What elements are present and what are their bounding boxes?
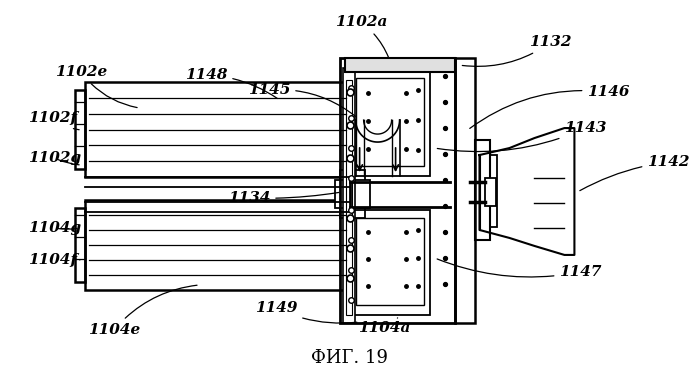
Text: 1148: 1148 [185,68,277,98]
Bar [349,210,430,315]
Text: 1145: 1145 [248,83,356,116]
Text: 1146: 1146 [470,85,630,128]
Bar [346,80,351,315]
Bar [335,180,370,208]
Text: 1134: 1134 [228,191,339,205]
Bar [349,68,430,176]
Bar [343,68,355,323]
Bar [356,78,424,166]
Bar [475,140,489,240]
Bar [489,155,498,227]
Text: 1102g: 1102g [28,151,81,165]
Text: 1102a: 1102a [335,15,388,57]
Text: 1142: 1142 [580,155,690,191]
Text: 1147: 1147 [437,259,602,279]
Text: 1104g: 1104g [28,221,81,235]
Text: 1104f: 1104f [28,253,80,267]
Text: 1104a: 1104a [358,318,410,335]
Text: ФИГ. 19: ФИГ. 19 [311,349,388,367]
Bar [340,170,365,218]
Text: 1149: 1149 [255,301,357,323]
Text: 1132: 1132 [462,35,572,66]
Bar [85,82,349,177]
Bar [85,200,349,290]
Bar [454,58,475,323]
Bar [75,90,85,169]
Text: 1104e: 1104e [88,285,197,337]
Bar [340,58,454,323]
Bar [75,208,85,282]
Text: 1143: 1143 [438,121,607,152]
Bar [484,178,496,206]
Text: 1102e: 1102e [55,65,137,108]
Bar [344,58,454,72]
Text: 1102f: 1102f [28,111,79,130]
Bar [356,218,424,305]
